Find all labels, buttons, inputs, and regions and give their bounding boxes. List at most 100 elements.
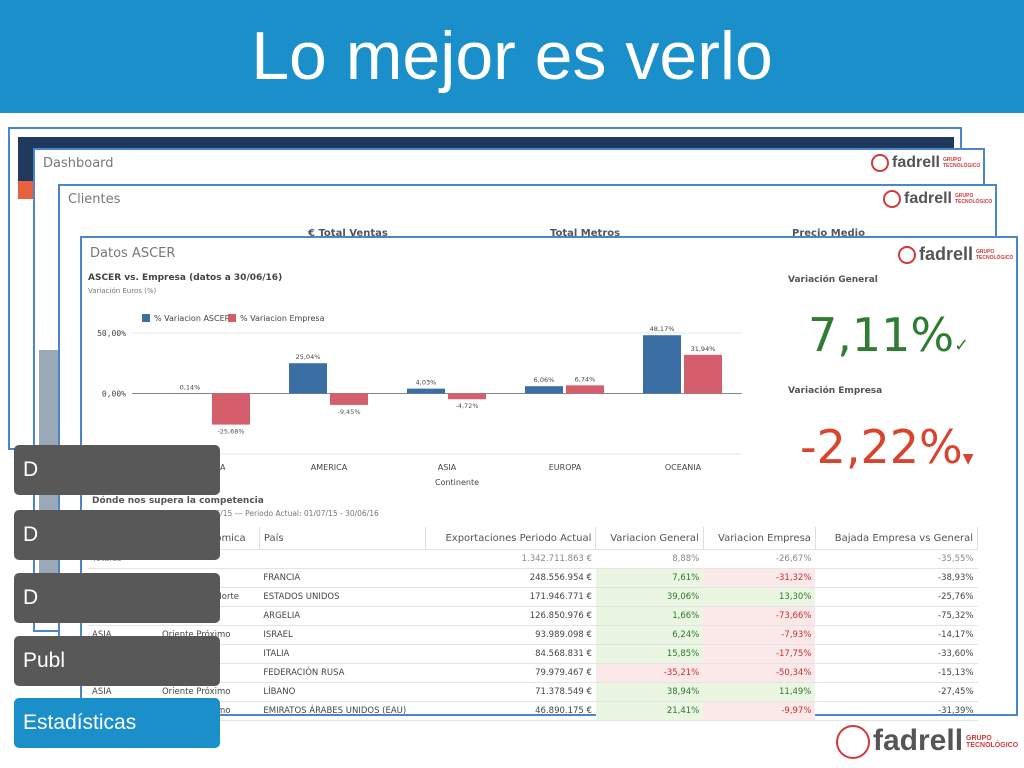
value-label: 25,04% (296, 353, 321, 361)
slide-logo: fadrell GRUPO TECNOLÓGICO (836, 724, 1018, 760)
column-header[interactable]: Variacion General (595, 527, 704, 550)
kpi-number: 7,11% (808, 308, 955, 362)
table-cell: -7,93% (703, 625, 816, 645)
bar (643, 335, 681, 394)
chart-title: ASCER vs. Empresa (datos a 30/06/16) (88, 273, 282, 283)
table-cell: -17,75% (703, 644, 816, 664)
table-cell: -33,60% (815, 644, 978, 664)
table-row: ASIA Oriente Próximo ISRAEL 93.989.098 €6,2… (88, 625, 978, 645)
table-cell: 46.890.175 € (425, 701, 596, 721)
table-cell: 93.989.098 € (425, 625, 596, 645)
kpi-label: Variación Empresa (788, 386, 883, 396)
slide-title: Lo mejor es verlo (251, 18, 773, 94)
legend-label: % Variacion Empresa (240, 314, 325, 323)
chart-subtitle: Variación Euros (%) (88, 287, 157, 295)
window-title: Clientes (68, 192, 121, 207)
column-header[interactable]: Variacion Empresa (703, 527, 816, 550)
value-label: -4,72% (456, 402, 479, 410)
totals-cell: -26,67% (703, 549, 816, 569)
x-axis-label: Continente (435, 478, 479, 487)
column-header[interactable]: País (259, 527, 426, 550)
logo-name: fadrell (873, 724, 964, 757)
bar (684, 354, 722, 394)
y-tick-label: 50,00% (97, 329, 126, 338)
table-cell: -31,32% (703, 568, 816, 588)
side-button[interactable]: D (14, 573, 220, 623)
kpi-title: € Total Ventas (308, 228, 388, 239)
bar-chart: ASCER vs. Empresa (datos a 30/06/16) Vari… (88, 273, 742, 487)
table-cell: ARGELIA (259, 606, 426, 626)
logo-name: fadrell (903, 190, 952, 208)
table-row: ASIA Oriente Próximo LÍBANO 71.378.549 €38,… (88, 682, 978, 702)
table-cell: 71.378.549 € (425, 682, 596, 702)
value-label: 4,03% (416, 379, 437, 387)
y-tick-label: 0,00% (102, 390, 126, 399)
logo: fadrell GRUPO TECNOLÓGICO (870, 154, 981, 172)
table-cell: -14,17% (815, 625, 978, 645)
header-row: ContinenteZona EconómicaPaísExportacione… (88, 527, 979, 550)
empty-cell (259, 549, 426, 569)
table-cell: 21,41% (595, 701, 704, 721)
logo-name: fadrell (891, 154, 940, 172)
table-row: EUROPAUEITALIA84.568.831 €15,85%-17,75%-… (88, 644, 978, 664)
kpi-label: Variación General (788, 275, 878, 285)
table-cell: 79.979.467 € (425, 663, 596, 683)
side-button[interactable]: Estadísticas (14, 698, 220, 748)
value-label: -25,68% (217, 428, 244, 436)
table-cell: -50,34% (703, 663, 816, 683)
column-header[interactable]: Bajada Empresa vs General (815, 527, 979, 550)
table-cell: -27,45% (815, 682, 978, 702)
table-cell: 38,94% (595, 682, 704, 702)
bar (289, 363, 327, 394)
table-cell: 248.556.954 € (425, 568, 596, 588)
window-title: Dashboard (43, 156, 114, 171)
table-cell: 7,61% (595, 568, 704, 588)
table-cell: 126.850.976 € (425, 606, 596, 626)
value-label: 6,74% (575, 375, 596, 383)
totals-cell: -35,55% (815, 549, 978, 569)
side-button[interactable]: Publ (14, 636, 220, 686)
title-banner: Lo mejor es verlo (0, 0, 1024, 113)
column-header[interactable]: Exportaciones Periodo Actual (425, 527, 597, 550)
value-label: 31,94% (691, 345, 716, 353)
table-cell: FRANCIA (259, 568, 426, 588)
value-label: 6,06% (534, 376, 555, 384)
legend-swatch (228, 314, 236, 322)
x-tick-label: OCEANIA (665, 463, 702, 472)
table-cell: -75,32% (815, 606, 978, 626)
table-cell: -73,66% (703, 606, 816, 626)
x-tick-label: AMERICA (311, 463, 348, 472)
table-cell: 171.946.771 € (425, 587, 596, 607)
side-button[interactable]: D (14, 445, 220, 495)
table-title: Dónde nos supera la competencia (92, 496, 264, 506)
table-cell: ITALIA (259, 644, 426, 664)
value-label: 48,17% (650, 325, 675, 333)
table-cell: LÍBANO (259, 682, 426, 702)
kpi-title: Precio Medio (792, 228, 865, 239)
logo: fadrell GRUPO TECNOLÓGICO (897, 244, 1014, 265)
table-cell: 6,24% (595, 625, 704, 645)
table-cell: -31,39% (815, 701, 978, 721)
bar (212, 393, 250, 425)
logo-tagline: GRUPO TECNOLÓGICO (955, 193, 993, 205)
logo-tagline: GRUPO TECNOLÓGICO (943, 157, 981, 169)
totals-row: Totales1.342.711.863 €8,88%-26,67%-35,55… (88, 549, 978, 569)
data-table: ContinenteZona EconómicaPaísExportacione… (88, 527, 979, 721)
table-cell: ESTADOS UNIDOS (259, 587, 426, 607)
kpi-title: Total Metros (550, 228, 621, 239)
table-cell: 1,66% (595, 606, 704, 626)
totals-cell: 8,88% (595, 549, 704, 569)
table-cell: -9,97% (703, 701, 816, 721)
logo: fadrell GRUPO TECNOLÓGICO (882, 190, 993, 208)
table-cell: -35,21% (595, 663, 704, 683)
side-button[interactable]: D (14, 510, 220, 560)
table-cell: 13,30% (703, 587, 816, 607)
logo-tagline: GRUPO TECNOLÓGICO (976, 249, 1014, 262)
bar (566, 385, 604, 394)
bar (407, 388, 445, 394)
bar (525, 386, 563, 394)
totals-cell: 1.342.711.863 € (425, 549, 596, 569)
